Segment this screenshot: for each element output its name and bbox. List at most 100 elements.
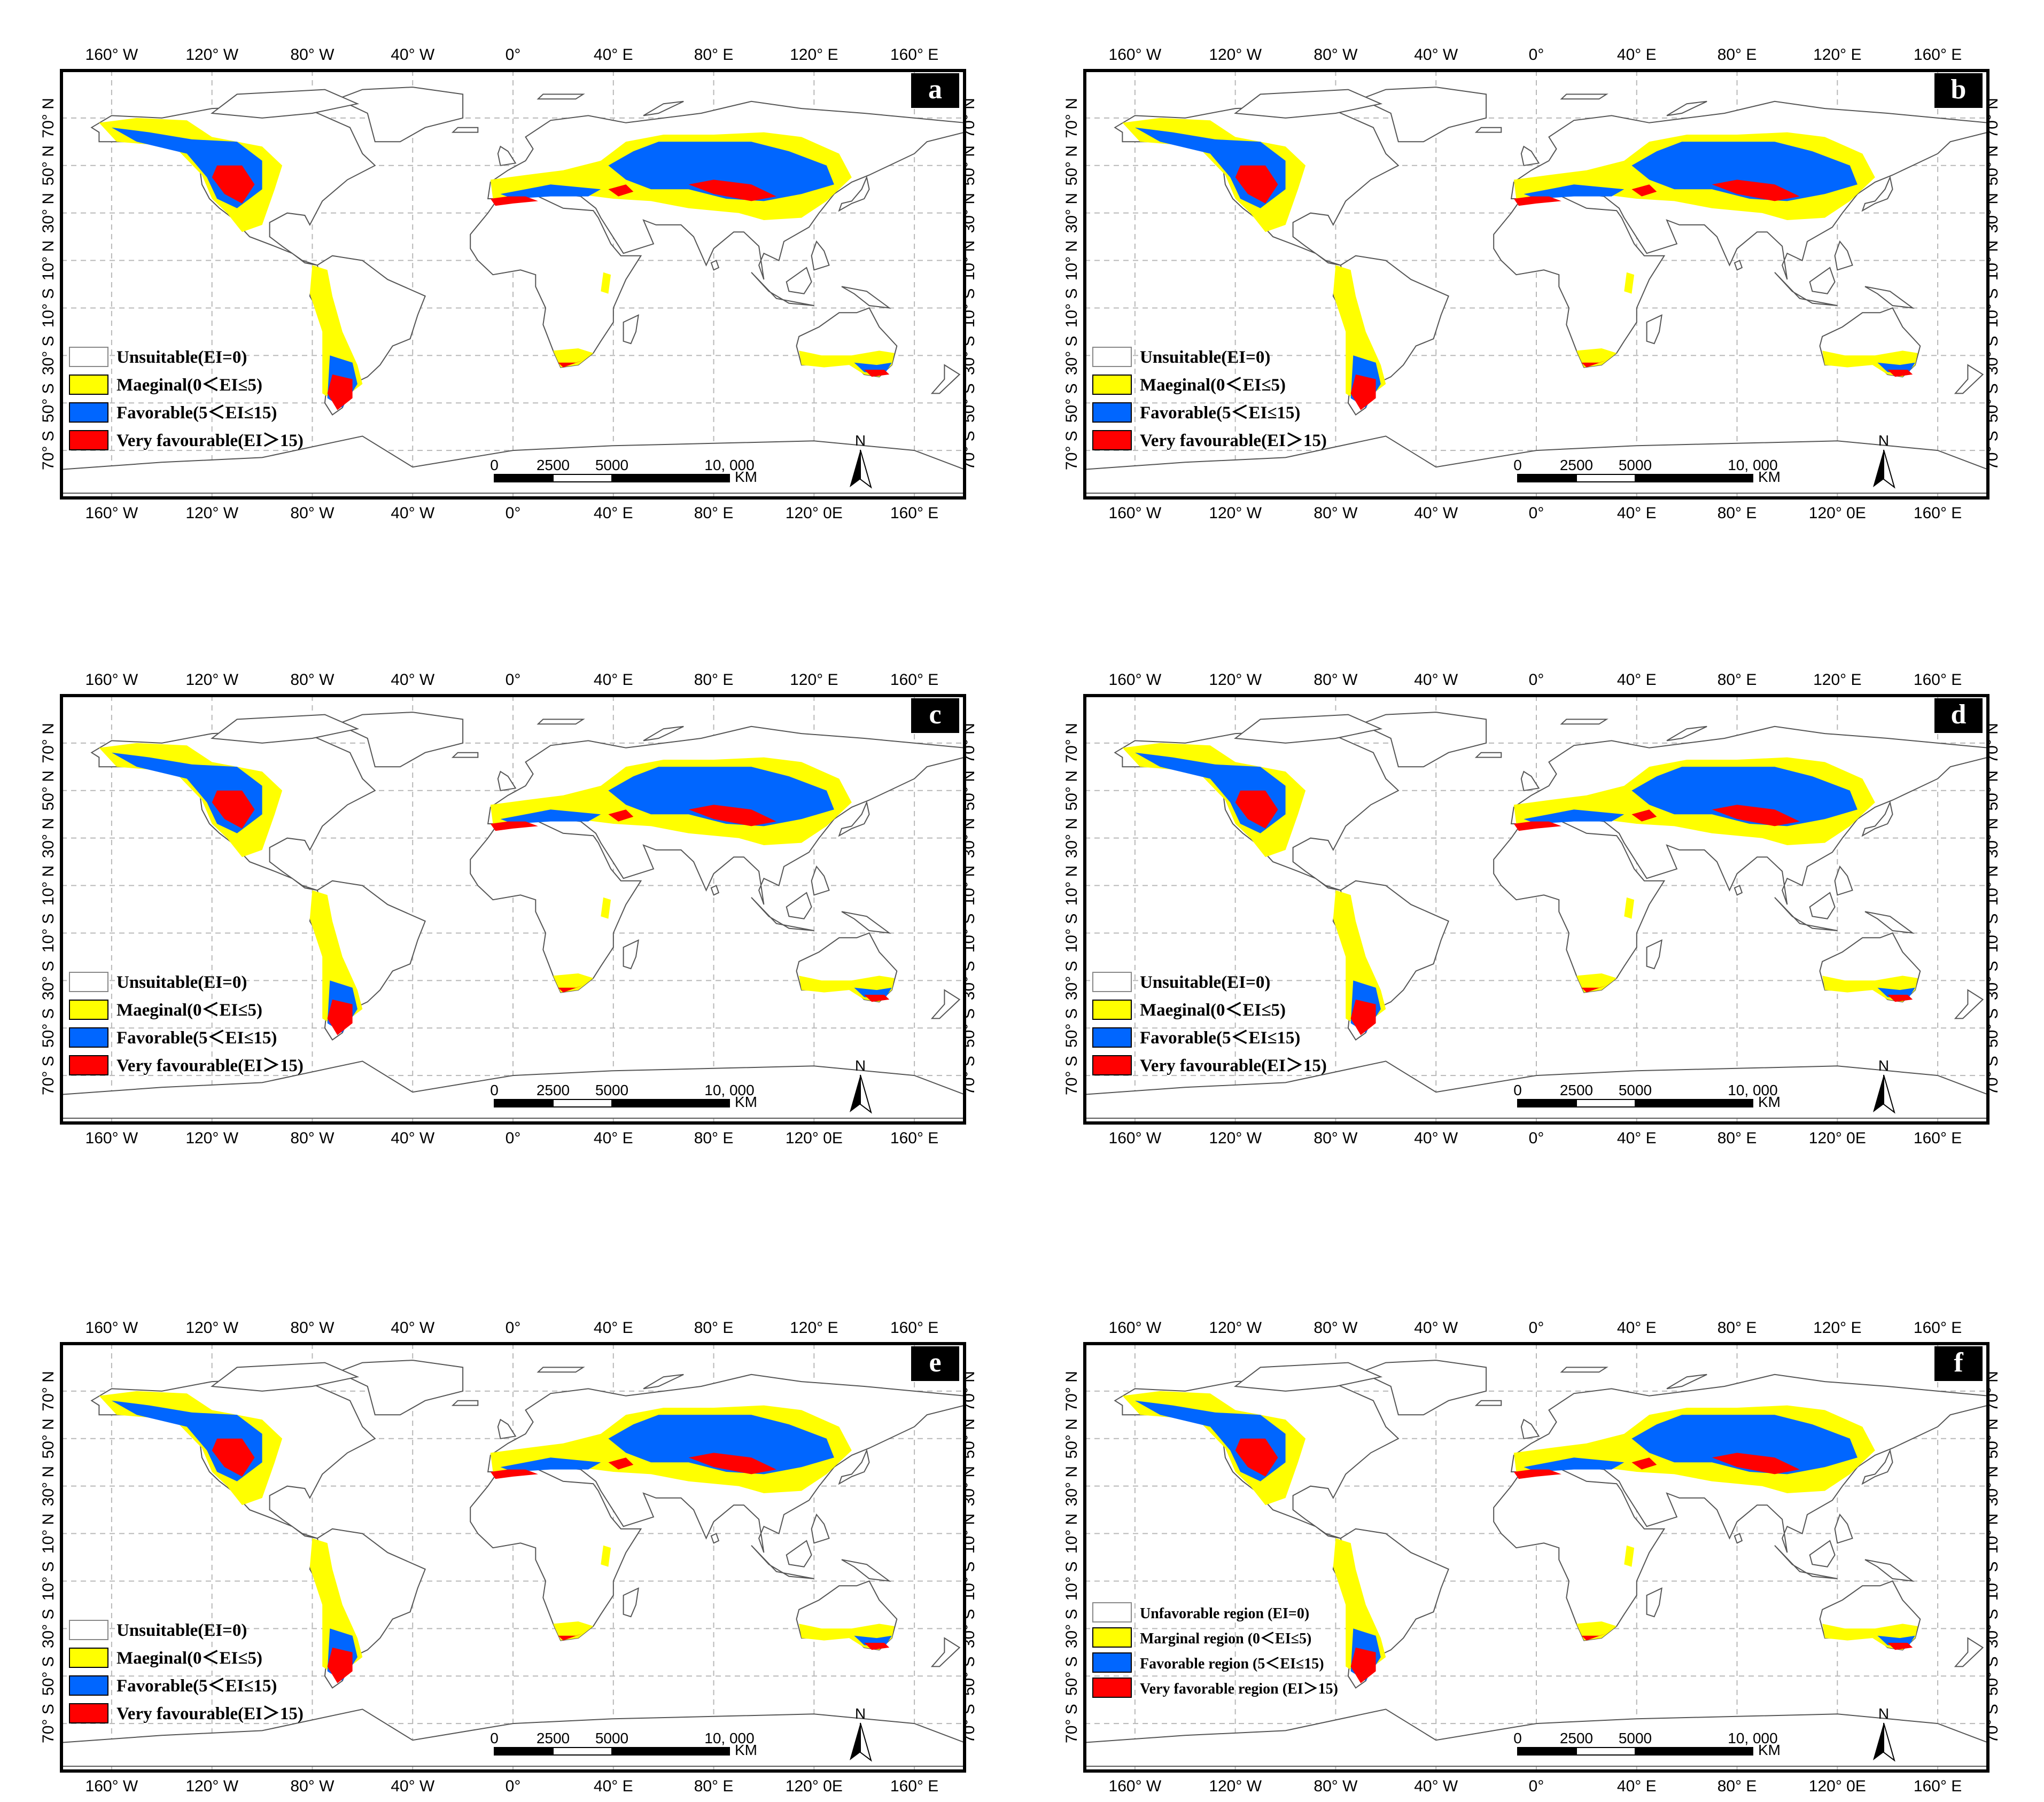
bottom-tick-label: 40° E — [1617, 504, 1657, 522]
left-axis-labels: 70° N 50° N 30° N 10° N 10° S 30° S 50° S 70° S — [1063, 723, 1081, 1095]
scale-bar-tick: 2500 — [537, 1082, 570, 1098]
scale-bar-tick: 2500 — [537, 457, 570, 473]
top-tick-label: 80° E — [694, 1319, 734, 1337]
scale-bar-unit: KM — [1758, 1094, 1781, 1110]
left-tick-label: 50° N — [1063, 1418, 1081, 1458]
land-philippines — [811, 240, 830, 271]
land-japan — [1861, 1448, 1893, 1485]
panel-letter-box — [1934, 698, 1983, 733]
land-greenland — [1359, 712, 1487, 768]
region-favorable-mediterranean — [1524, 1457, 1625, 1472]
region-very_favourable-rockies-core — [212, 1438, 255, 1477]
land-arctic-islands — [1234, 89, 1383, 119]
scale-bar-tick: 0 — [1513, 457, 1522, 473]
bottom-tick-label: 40° W — [1414, 504, 1458, 522]
right-tick-label: 50° S — [1984, 1656, 2001, 1696]
north-arrow-left-half — [850, 1723, 860, 1760]
right-tick-label: 50° S — [960, 1656, 978, 1696]
top-tick-label: 160° E — [890, 1319, 938, 1337]
bottom-tick-label: 120° 0E — [1809, 504, 1866, 522]
land-madagascar — [1646, 939, 1662, 970]
north-arrow-icon: N — [1873, 1705, 1895, 1762]
legend-label-unsuitable: Unsuitable(EI=0) — [116, 348, 247, 367]
legend-swatch-favorable — [69, 1675, 108, 1696]
legend-swatch-marginal — [1092, 1627, 1132, 1648]
top-tick-label: 40° E — [594, 671, 633, 689]
legend-label-marginal: Maeginal(0＜EI≤5) — [116, 376, 262, 395]
land-madagascar — [623, 314, 639, 345]
legend-label-favorable: Favorable(5＜EI≤15) — [116, 403, 277, 423]
top-tick-label: 0° — [1529, 46, 1544, 64]
scale-bar-segment — [611, 1099, 730, 1107]
scale-bar-tick: 10, 000 — [1728, 1082, 1777, 1098]
region-marginal-southern-africa — [553, 348, 594, 368]
left-tick-label: 30° S — [40, 1609, 57, 1648]
land-svalbard — [537, 1367, 585, 1373]
right-tick-label: 10° S — [1984, 288, 2001, 328]
land-africa — [470, 821, 642, 993]
land-philippines — [1834, 1513, 1853, 1544]
scale-bar-segment — [553, 474, 612, 482]
bottom-tick-label: 160° W — [1109, 1777, 1162, 1795]
right-tick-label: 70° S — [960, 1704, 978, 1743]
left-tick-label: 10° S — [1063, 1562, 1081, 1601]
land-new-zealand — [1954, 1637, 1984, 1667]
land-japan — [838, 800, 870, 837]
left-axis-labels: 70° N 50° N 30° N 10° N 10° S 30° S 50° S 70° S — [40, 1371, 57, 1743]
top-tick-label: 120° E — [790, 46, 838, 64]
map-frame — [60, 1342, 966, 1773]
legend-swatch-unsuitable — [1092, 972, 1132, 992]
north-arrow-label: N — [1878, 1705, 1889, 1722]
region-very_favourable-rockies-core — [212, 165, 255, 204]
land-iceland — [451, 127, 479, 133]
bottom-tick-label: 0° — [1529, 1129, 1544, 1147]
land-new-zealand — [930, 989, 961, 1019]
map-panel-a: 160° W 120° W 80° W 40° W 0° 40° E 80° E 120° E… — [40, 46, 978, 522]
land-borneo — [1809, 267, 1836, 294]
land-borneo — [786, 1540, 812, 1567]
region-very_favourable-tian-shan — [1712, 180, 1800, 201]
land-novaya-zemlya — [1666, 1374, 1707, 1390]
left-tick-label: 10° N — [40, 1514, 57, 1554]
bottom-tick-label: 80° W — [1314, 504, 1358, 522]
region-marginal-east-africa — [601, 272, 611, 294]
right-tick-label: 10° S — [1984, 914, 2001, 953]
land-iceland — [451, 752, 479, 758]
right-axis-labels: 70° N 50° N 30° N 10° N 10° S 30° S 50° S 70° S — [1984, 1371, 2001, 1743]
land-arctic-islands — [1234, 714, 1383, 744]
map-frame — [1083, 1342, 1989, 1773]
north-arrow-label: N — [1878, 1057, 1889, 1074]
land-arctic-islands — [211, 714, 360, 744]
panel-letter-box — [911, 1346, 959, 1381]
bottom-tick-label: 120° W — [185, 504, 238, 522]
right-tick-label: 10° N — [1984, 240, 2001, 280]
land-africa — [1493, 1469, 1666, 1641]
bottom-tick-label: 80° W — [1314, 1777, 1358, 1795]
scale-bar-tick: 0 — [490, 1730, 499, 1746]
land-borneo — [786, 267, 812, 294]
legend: Unsuitable(EI=0) Maeginal(0＜EI≤5) Favorabl… — [1092, 347, 1327, 450]
north-arrow-icon: N — [1873, 1057, 1895, 1114]
scale-bar-tick: 10, 000 — [704, 1730, 754, 1746]
top-tick-label: 120° W — [1209, 671, 1262, 689]
left-tick-label: 10° S — [1063, 914, 1081, 953]
scale-bar-unit: KM — [735, 1094, 757, 1110]
north-arrow-left-half — [1873, 1075, 1884, 1112]
left-tick-label: 50° S — [40, 383, 57, 423]
land-madagascar — [623, 939, 639, 970]
panel-letter-badge: a — [911, 73, 959, 108]
north-arrow-icon: N — [850, 1705, 872, 1762]
region-very_favourable-patagonia-core — [327, 1647, 353, 1683]
land-sri-lanka — [710, 1533, 720, 1544]
legend-label-unsuitable: Unsuitable(EI=0) — [116, 1621, 247, 1640]
region-very_favourable-south-africa-core — [1581, 985, 1607, 993]
legend-label-marginal: Maeginal(0＜EI≤5) — [1140, 1001, 1286, 1020]
top-axis-labels: 160° W 120° W 80° W 40° W 0° 40° E 80° E 120° E… — [1109, 1319, 1962, 1337]
top-tick-label: 160° E — [890, 671, 938, 689]
legend-swatch-favorable — [1092, 1027, 1132, 1048]
region-very_favourable-south-africa-core — [558, 360, 584, 368]
north-arrow-label: N — [1878, 432, 1889, 449]
top-axis-labels: 160° W 120° W 80° W 40° W 0° 40° E 80° E 120° E… — [86, 1319, 939, 1337]
top-tick-label: 80° W — [1314, 1319, 1358, 1337]
bottom-tick-label: 160° W — [86, 1777, 138, 1795]
